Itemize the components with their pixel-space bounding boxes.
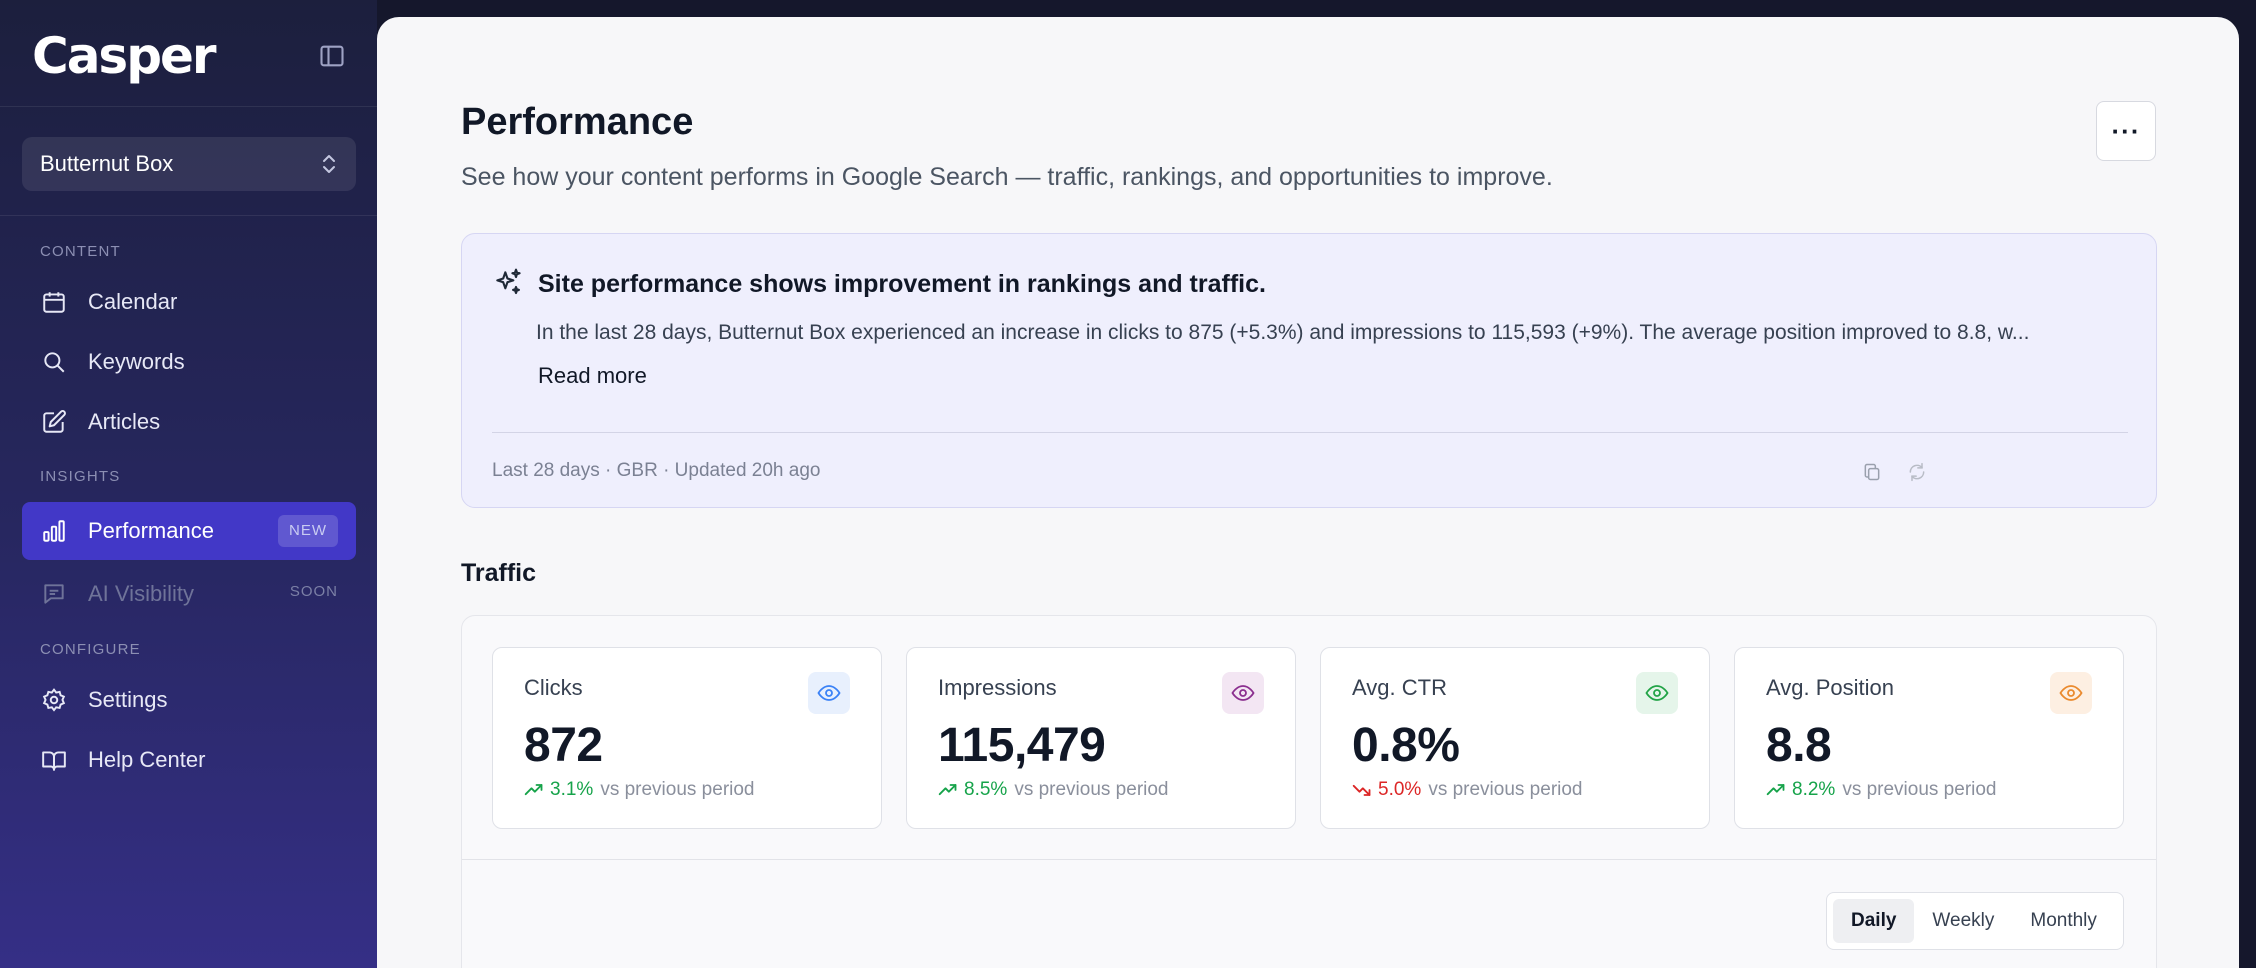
sidebar-item-label: Performance bbox=[88, 518, 214, 543]
sparkle-icon bbox=[496, 268, 521, 295]
sidebar-item-label: Articles bbox=[88, 409, 161, 434]
stat-label: Avg. Position bbox=[1766, 675, 1895, 700]
stat-change: 5.0% vs previous period bbox=[1352, 779, 1583, 801]
stat-card-avg-ctr: Avg. CTR 0.8% 5.0% vs previous period bbox=[1320, 647, 1710, 829]
traffic-panel: Clicks 872 3.1% vs previous period Impre… bbox=[461, 615, 2157, 968]
stat-change-value: 8.5% bbox=[964, 779, 1008, 800]
granularity-option-monthly[interactable]: Monthly bbox=[2030, 910, 2097, 931]
eye-icon bbox=[1222, 672, 1264, 714]
sidebar-item-label: Calendar bbox=[88, 289, 178, 314]
copy-icon bbox=[1864, 463, 1880, 481]
granularity-toggle: Daily Weekly Monthly bbox=[1826, 892, 2124, 950]
stat-value: 8.8 bbox=[1766, 719, 1832, 772]
calendar-icon bbox=[40, 288, 68, 316]
sidebar-item-label: Help Center bbox=[88, 747, 206, 772]
insight-body: In the last 28 days, Butternut Box exper… bbox=[536, 321, 2030, 344]
stat-card-clicks: Clicks 872 3.1% vs previous period bbox=[492, 647, 882, 829]
main-panel: Performance See how your content perform… bbox=[377, 17, 2239, 968]
granularity-option-daily[interactable]: Daily bbox=[1833, 899, 1915, 943]
brand-logo: Casper bbox=[32, 27, 217, 85]
more-options-button[interactable]: ··· bbox=[2096, 101, 2156, 161]
sidebar-item-keywords[interactable]: Keywords bbox=[22, 333, 356, 391]
workspace-switcher[interactable]: Butternut Box bbox=[22, 137, 356, 191]
section-label-insights: INSIGHTS bbox=[40, 468, 121, 485]
trend-down-icon bbox=[1352, 784, 1371, 796]
traffic-section-title: Traffic bbox=[461, 559, 537, 587]
pencil-icon bbox=[40, 408, 68, 436]
section-label-content: CONTENT bbox=[40, 243, 121, 260]
sidebar-toggle-icon bbox=[320, 45, 344, 67]
stat-card-avg-position: Avg. Position 8.8 8.2% vs previous perio… bbox=[1734, 647, 2124, 829]
stat-change-value: 3.1% bbox=[550, 779, 594, 800]
stat-value: 0.8% bbox=[1352, 719, 1460, 772]
divider bbox=[462, 859, 2156, 860]
sidebar-divider bbox=[0, 106, 377, 107]
stat-change-value: 8.2% bbox=[1792, 779, 1836, 800]
sidebar: Casper Butternut Box CONTENT Calendar Ke… bbox=[0, 0, 377, 968]
divider bbox=[492, 432, 2128, 433]
soon-badge: SOON bbox=[289, 583, 338, 600]
stat-change: 8.5% vs previous period bbox=[938, 779, 1169, 801]
sidebar-toggle-button[interactable] bbox=[316, 40, 348, 72]
sidebar-item-label: Settings bbox=[88, 687, 168, 712]
stat-change-suffix: vs previous period bbox=[600, 779, 755, 800]
page-subtitle: See how your content performs in Google … bbox=[461, 163, 1553, 191]
stat-change: 3.1% vs previous period bbox=[524, 779, 755, 801]
sidebar-item-settings[interactable]: Settings bbox=[22, 671, 356, 729]
eye-icon bbox=[1636, 672, 1678, 714]
trend-up-icon bbox=[524, 784, 543, 796]
insight-meta: Last 28 days · GBR · Updated 20h ago bbox=[492, 460, 821, 481]
granularity-option-weekly[interactable]: Weekly bbox=[1932, 910, 1995, 931]
section-label-configure: CONFIGURE bbox=[40, 641, 141, 658]
new-badge: NEW bbox=[278, 515, 338, 547]
book-icon bbox=[40, 746, 68, 774]
stat-value: 872 bbox=[524, 719, 603, 772]
search-icon bbox=[40, 348, 68, 376]
chat-icon bbox=[40, 580, 68, 608]
stat-label: Clicks bbox=[524, 675, 583, 700]
insight-title: Site performance shows improvement in ra… bbox=[538, 270, 1266, 298]
workspace-name: Butternut Box bbox=[40, 151, 174, 176]
stat-card-impressions: Impressions 115,479 8.5% vs previous per… bbox=[906, 647, 1296, 829]
stat-change-value: 5.0% bbox=[1378, 779, 1422, 800]
read-more-link[interactable]: Read more bbox=[538, 363, 647, 388]
stat-value: 115,479 bbox=[938, 719, 1106, 772]
stat-label: Impressions bbox=[938, 675, 1057, 700]
copy-button[interactable] bbox=[1857, 457, 1887, 487]
stat-change-suffix: vs previous period bbox=[1428, 779, 1583, 800]
sidebar-item-articles[interactable]: Articles bbox=[22, 393, 356, 451]
page-title: Performance bbox=[461, 101, 694, 143]
trend-up-icon bbox=[1766, 784, 1785, 796]
bar-chart-icon bbox=[40, 517, 68, 545]
refresh-icon bbox=[1909, 462, 1925, 482]
ellipsis-icon: ··· bbox=[2111, 115, 2141, 146]
stat-change-suffix: vs previous period bbox=[1842, 779, 1997, 800]
stat-change-suffix: vs previous period bbox=[1014, 779, 1169, 800]
chevron-up-down-icon bbox=[323, 155, 335, 173]
eye-icon bbox=[808, 672, 850, 714]
stat-change: 8.2% vs previous period bbox=[1766, 779, 1997, 801]
sidebar-divider bbox=[0, 215, 377, 216]
sidebar-item-ai-visibility[interactable]: AI Visibility SOON bbox=[22, 565, 356, 623]
trend-up-icon bbox=[938, 784, 957, 796]
sidebar-item-label: AI Visibility bbox=[88, 581, 194, 606]
sidebar-item-calendar[interactable]: Calendar bbox=[22, 273, 356, 331]
gear-icon bbox=[40, 686, 68, 714]
insight-card: Site performance shows improvement in ra… bbox=[461, 233, 2157, 508]
sidebar-item-help-center[interactable]: Help Center bbox=[22, 731, 356, 789]
eye-icon bbox=[2050, 672, 2092, 714]
sidebar-item-performance[interactable]: Performance NEW bbox=[22, 502, 356, 560]
stat-label: Avg. CTR bbox=[1352, 675, 1447, 700]
sidebar-item-label: Keywords bbox=[88, 349, 185, 374]
refresh-button[interactable] bbox=[1902, 457, 1932, 487]
